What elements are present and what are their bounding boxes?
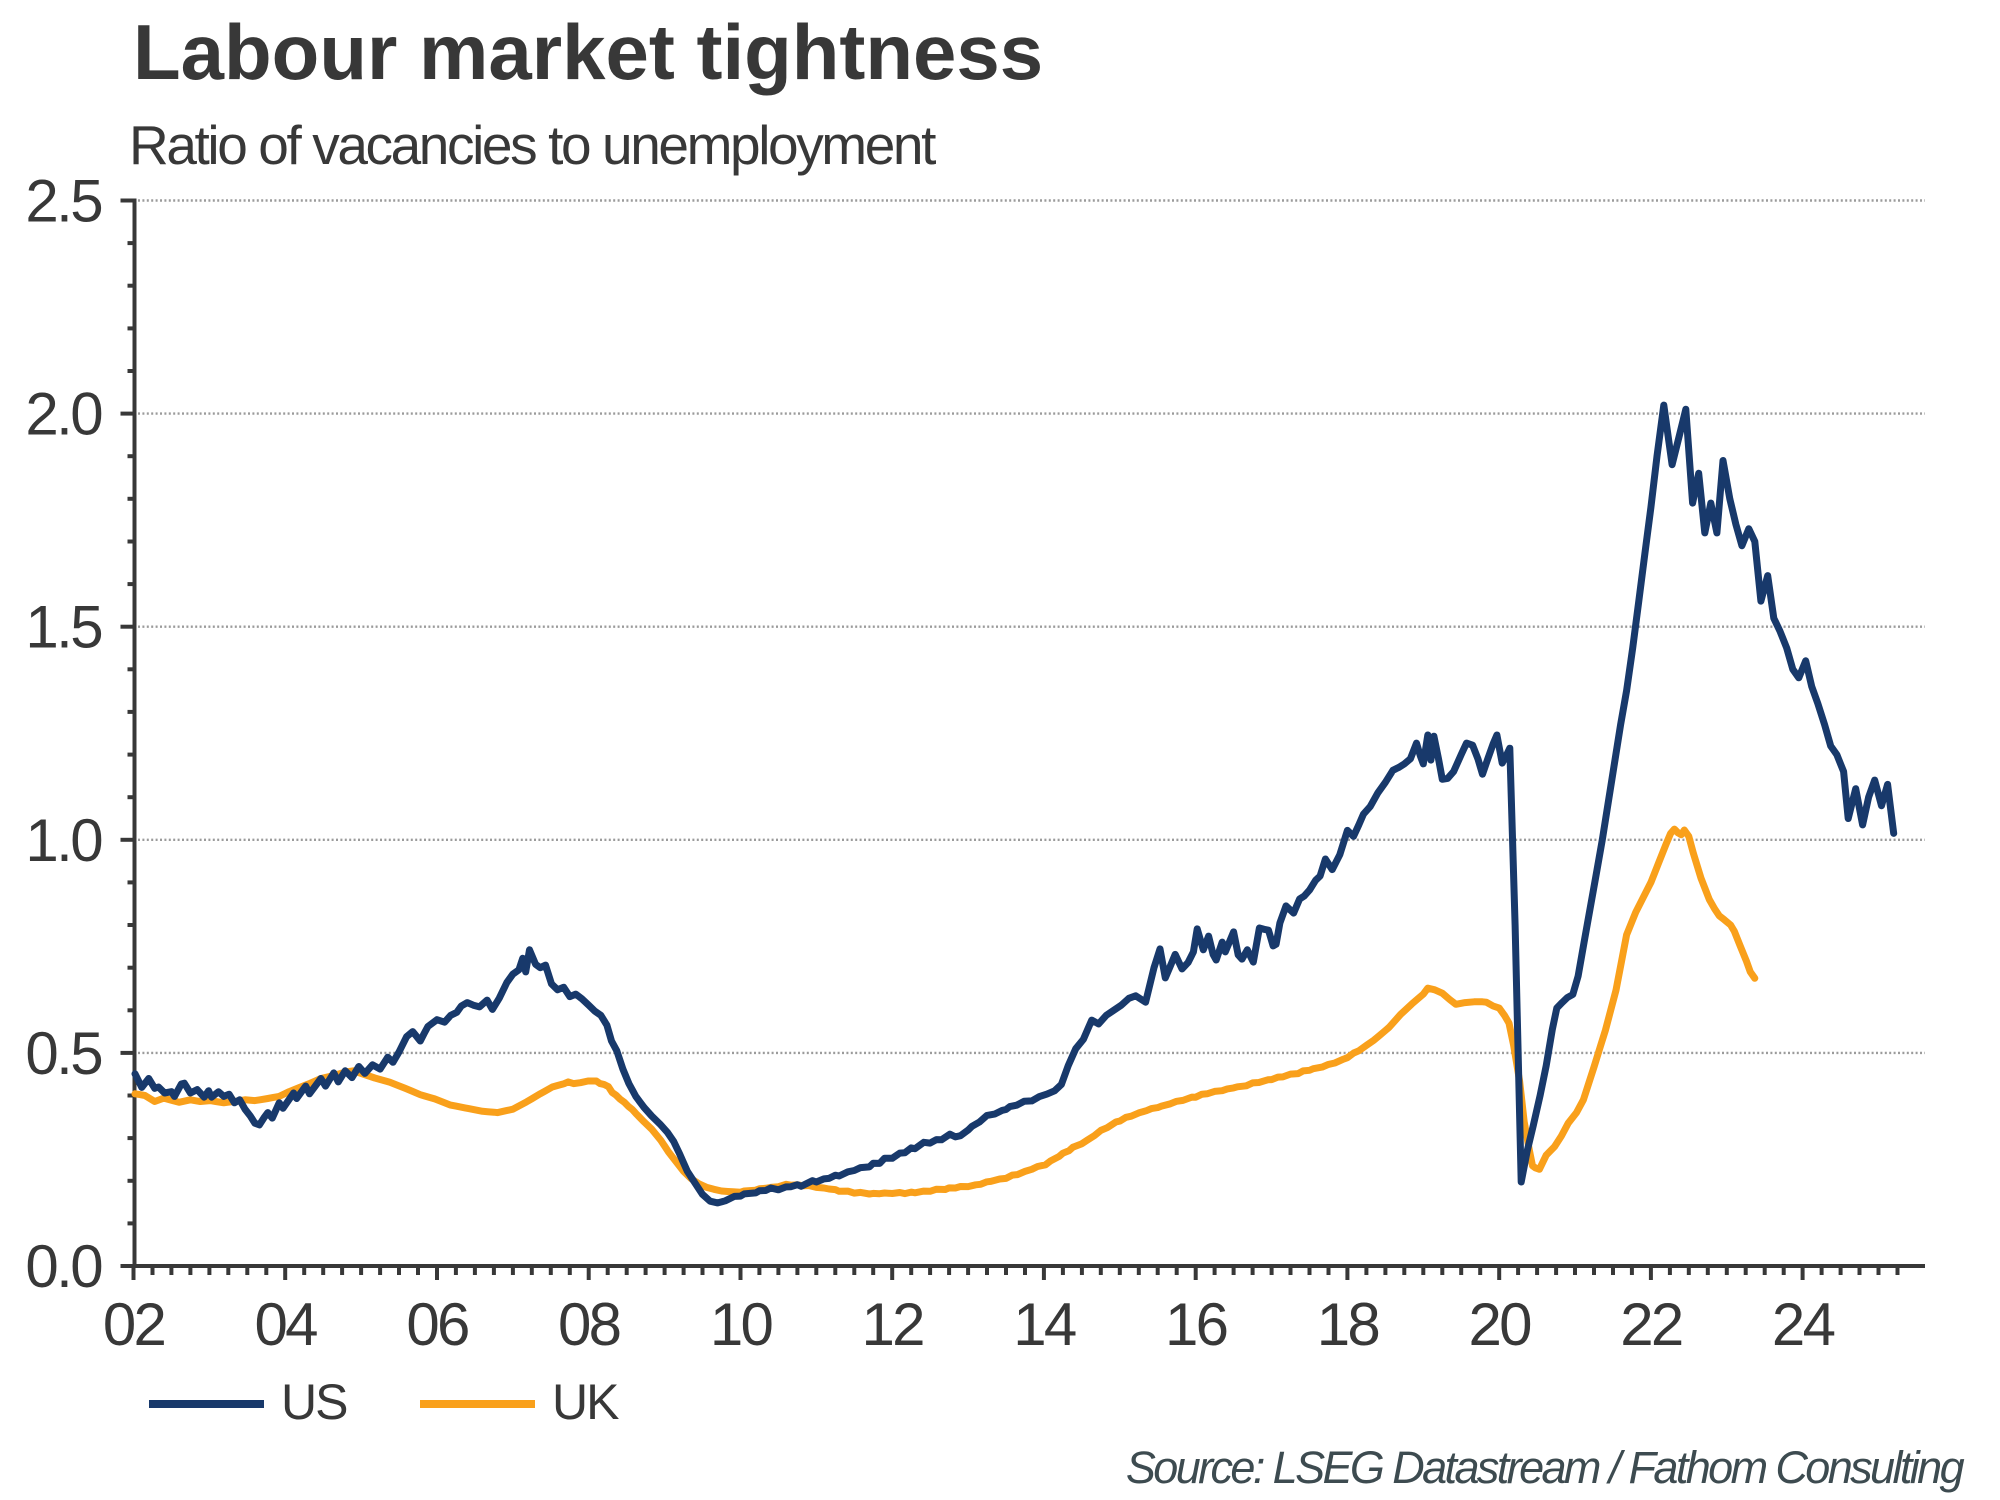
svg-text:06: 06: [406, 1291, 468, 1358]
svg-text:16: 16: [1165, 1291, 1227, 1358]
svg-text:2.5: 2.5: [25, 168, 101, 235]
svg-text:18: 18: [1317, 1291, 1379, 1358]
svg-text:0.5: 0.5: [25, 1020, 101, 1087]
svg-text:14: 14: [1013, 1291, 1076, 1358]
svg-text:22: 22: [1620, 1291, 1682, 1358]
svg-text:Ratio of vacancies to unemploy: Ratio of vacancies to unemployment: [129, 114, 936, 176]
svg-text:20: 20: [1469, 1291, 1532, 1358]
svg-text:1.5: 1.5: [25, 594, 101, 661]
svg-text:0.0: 0.0: [25, 1233, 102, 1300]
svg-text:10: 10: [710, 1291, 773, 1358]
svg-text:Source: LSEG Datastream / Fath: Source: LSEG Datastream / Fathom Consult…: [1126, 1442, 1965, 1493]
svg-text:08: 08: [558, 1291, 620, 1358]
svg-text:US: US: [281, 1374, 347, 1430]
svg-text:Labour market tightness: Labour market tightness: [133, 8, 1043, 96]
svg-text:02: 02: [103, 1291, 165, 1358]
svg-text:1.0: 1.0: [25, 807, 102, 874]
svg-text:UK: UK: [552, 1374, 619, 1430]
svg-text:2.0: 2.0: [25, 381, 102, 448]
svg-text:12: 12: [862, 1291, 924, 1358]
svg-text:04: 04: [255, 1291, 318, 1358]
svg-text:24: 24: [1772, 1291, 1835, 1358]
